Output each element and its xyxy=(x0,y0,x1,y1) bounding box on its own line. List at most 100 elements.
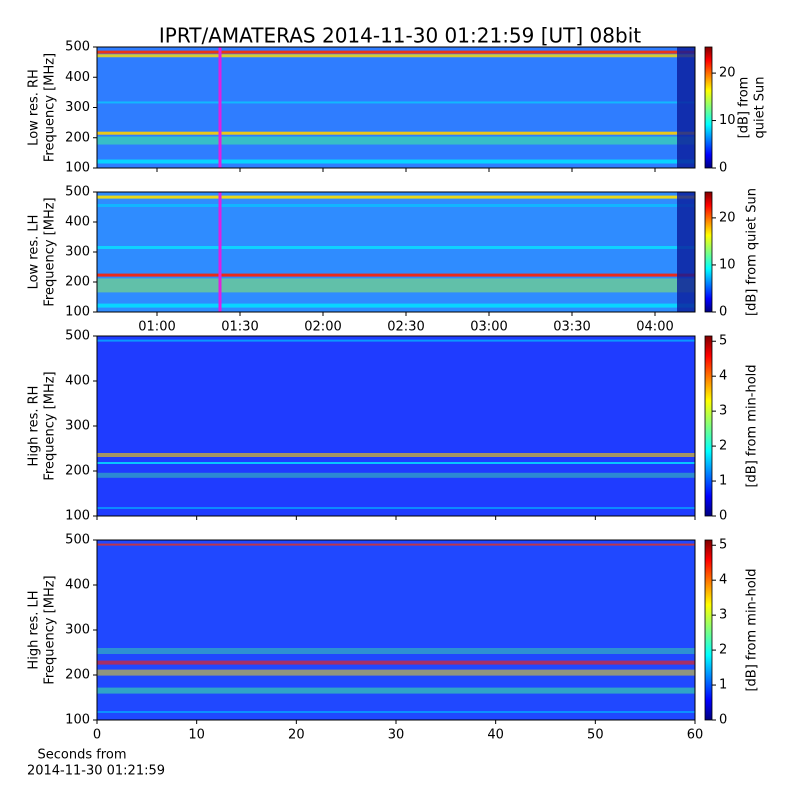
colorbar-tick-label: 2 xyxy=(719,439,727,454)
colorbar xyxy=(704,191,713,313)
x-tick-label: 04:00 xyxy=(636,320,673,335)
colorbar-label: [dB] from min-hold xyxy=(745,364,760,487)
y-axis-label: Low res. RH xyxy=(27,69,42,146)
colorbar-tick-label: 3 xyxy=(719,608,727,623)
x-tick-label: 30 xyxy=(388,728,405,743)
x-tick-label: 40 xyxy=(487,728,504,743)
colorbar-tick-label: 0 xyxy=(719,161,727,176)
spectrogram-band xyxy=(97,543,695,546)
x-tick-label: 10 xyxy=(188,728,205,743)
spectrogram xyxy=(97,192,695,312)
y-tick-label: 400 xyxy=(65,374,90,389)
colorbar-label: [dB] from quiet Sun xyxy=(745,188,760,316)
x-tick-label: 60 xyxy=(687,728,704,743)
colorbar-tick-label: 1 xyxy=(719,474,727,489)
colorbar-tick-label: 0 xyxy=(719,713,727,728)
colorbar-tick-label: 5 xyxy=(719,334,727,349)
x-axis-label: 2014-11-30 01:21:59 xyxy=(27,764,165,779)
x-tick-label: 01:30 xyxy=(221,320,258,335)
y-tick-label: 100 xyxy=(65,509,90,524)
y-axis-label: Frequency [MHz] xyxy=(43,53,58,162)
spectrogram-band xyxy=(97,453,695,457)
spectrogram-band xyxy=(97,131,695,135)
y-tick-label: 400 xyxy=(65,215,90,230)
spectrogram-band xyxy=(97,462,695,464)
spectrogram-band xyxy=(97,159,695,164)
y-tick-label: 400 xyxy=(65,578,90,593)
spectrogram-band xyxy=(97,204,695,207)
spectrogram-band xyxy=(97,303,695,308)
y-tick-label: 200 xyxy=(65,464,90,479)
y-tick-label: 500 xyxy=(65,40,90,55)
spectrogram-band xyxy=(97,472,695,478)
y-tick-label: 300 xyxy=(65,623,90,638)
spectrogram-band xyxy=(97,246,695,249)
y-axis-label: High res. RH xyxy=(27,386,42,467)
gap xyxy=(677,192,695,312)
y-tick-label: 500 xyxy=(65,329,90,344)
colorbar xyxy=(704,46,713,169)
y-tick-label: 500 xyxy=(65,533,90,548)
spectrogram-band xyxy=(97,278,695,293)
colorbar-tick-label: 3 xyxy=(719,404,727,419)
y-axis-label: Frequency [MHz] xyxy=(43,575,58,684)
figure-title: IPRT/AMATERAS 2014-11-30 01:21:59 [UT] 0… xyxy=(159,24,641,48)
y-tick-label: 300 xyxy=(65,419,90,434)
y-tick-label: 200 xyxy=(65,130,90,145)
x-tick-label: 02:00 xyxy=(304,320,341,335)
colorbar xyxy=(704,335,713,517)
colorbar-tick-label: 2 xyxy=(719,643,727,658)
y-tick-label: 500 xyxy=(65,185,90,200)
spectrogram-band xyxy=(97,687,695,694)
y-axis-label: Frequency [MHz] xyxy=(43,197,58,306)
colorbar-label: [dB] from min-hold xyxy=(745,568,760,691)
spectrogram xyxy=(97,47,695,168)
y-tick-label: 300 xyxy=(65,100,90,115)
y-axis-label: High res. LH xyxy=(27,590,42,669)
x-tick-label: 02:30 xyxy=(387,320,424,335)
spectrogram-band xyxy=(97,660,695,665)
x-tick-label: 03:00 xyxy=(470,320,507,335)
spectrogram-band xyxy=(97,669,695,676)
spectrogram-band xyxy=(97,507,695,509)
colorbar-tick-label: 10 xyxy=(719,113,736,128)
y-tick-label: 100 xyxy=(65,305,90,320)
spectrogram-band xyxy=(97,273,695,277)
x-tick-label: 03:30 xyxy=(553,320,590,335)
spectrogram-band xyxy=(97,648,695,654)
colorbar xyxy=(704,539,713,721)
colorbar-tick-label: 1 xyxy=(719,678,727,693)
spectrogram-band xyxy=(97,54,695,58)
colorbar-tick-label: 0 xyxy=(719,509,727,524)
y-axis-label: Frequency [MHz] xyxy=(43,371,58,480)
spectrogram-band xyxy=(97,101,695,104)
colorbar-tick-label: 20 xyxy=(719,210,736,225)
x-axis-label: Seconds from xyxy=(37,748,126,763)
colorbar-label: quiet Sun xyxy=(753,76,768,138)
spectrogram-band xyxy=(97,136,695,145)
colorbar-tick-label: 4 xyxy=(719,573,727,588)
colorbar-tick-label: 20 xyxy=(719,66,736,81)
colorbar-tick-label: 0 xyxy=(719,305,727,320)
x-tick-label: 20 xyxy=(288,728,305,743)
x-tick-label: 0 xyxy=(93,728,101,743)
spectrogram-band xyxy=(97,339,695,342)
spectrogram-band xyxy=(97,195,695,199)
y-tick-label: 100 xyxy=(65,161,90,176)
y-tick-label: 100 xyxy=(65,713,90,728)
spectrogram-band xyxy=(97,711,695,713)
x-tick-label: 50 xyxy=(587,728,604,743)
spectrogram xyxy=(97,336,695,516)
y-tick-label: 400 xyxy=(65,70,90,85)
y-tick-label: 200 xyxy=(65,275,90,290)
colorbar-tick-label: 5 xyxy=(719,538,727,553)
colorbar-tick-label: 10 xyxy=(719,257,736,272)
y-tick-label: 200 xyxy=(65,668,90,683)
y-tick-label: 300 xyxy=(65,245,90,260)
x-tick-label: 01:00 xyxy=(138,320,175,335)
spectrogram-band xyxy=(97,50,695,54)
colorbar-label: [dB] from xyxy=(737,77,752,139)
gap xyxy=(677,47,695,168)
y-axis-label: Low res. LH xyxy=(27,215,42,290)
